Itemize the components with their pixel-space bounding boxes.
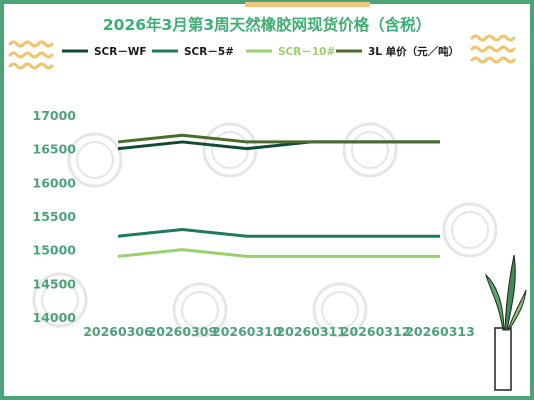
legend-label: SCR－WF [94, 46, 147, 58]
y-tick-label: 15500 [33, 209, 77, 224]
watermark-ring-3 [41, 281, 79, 319]
series-line-2 [117, 248, 440, 258]
legend-item-0: SCR－WF [62, 46, 147, 58]
legend-item-2: SCR－10# [246, 46, 335, 58]
watermark-mark-0 [67, 132, 123, 188]
watermark-ring-6 [451, 211, 489, 249]
plant-vase [494, 327, 512, 391]
wave-right-1 [470, 45, 516, 53]
y-tick-label: 14500 [33, 276, 77, 291]
plant-decoration-icon [485, 254, 527, 391]
top-accent-bar [245, 2, 370, 7]
y-tick-label: 16500 [33, 142, 77, 157]
series-line-3 [117, 133, 440, 144]
watermark-ring-2 [351, 131, 389, 169]
watermark-logo [32, 122, 498, 338]
wave-left-2 [8, 62, 54, 70]
watermark-mark-4 [172, 282, 228, 338]
watermark-mark-6 [442, 202, 498, 258]
y-tick-label: 16000 [33, 175, 77, 190]
decorative-waves [8, 34, 516, 70]
x-tick-label: 20260306 [83, 324, 153, 339]
wave-right-2 [470, 56, 516, 64]
series-line-1 [117, 227, 440, 238]
x-axis: 2026030620260309202603102026031120260312… [83, 324, 475, 339]
x-tick-label: 20260312 [341, 324, 411, 339]
plant-leaf-center [504, 254, 516, 331]
x-tick-label: 20260309 [148, 324, 218, 339]
x-tick-label: 20260313 [405, 324, 475, 339]
chart-title: 2026年3月第3周天然橡胶网现货价格（含税） [103, 15, 431, 34]
watermark-ring-0 [76, 141, 114, 179]
watermark-ring-4 [181, 291, 219, 329]
plant-leaf-left [485, 273, 505, 331]
legend-item-1: SCR－5# [152, 46, 234, 58]
watermark-mark-2 [342, 122, 398, 178]
watermark-mark-3 [32, 272, 88, 328]
watermark-ring-5 [321, 291, 359, 329]
series-layer [117, 133, 440, 258]
y-tick-label: 15000 [33, 243, 77, 258]
watermark-mark-1 [202, 122, 258, 178]
x-tick-label: 20260311 [276, 324, 346, 339]
plant-leaf-right [507, 289, 527, 331]
y-axis: 14000 14500 15000 15500 16000 16500 17000 [33, 108, 77, 325]
wave-left-0 [8, 40, 54, 48]
legend-item-3: 3L 单价（元／吨） [336, 45, 459, 58]
legend-label: SCR－5# [184, 46, 234, 58]
wave-left-1 [8, 51, 54, 59]
legend-label: 3L 单价（元／吨） [368, 45, 459, 58]
y-tick-label: 14000 [33, 310, 77, 325]
legend-label: SCR－10# [278, 46, 335, 58]
x-tick-label: 20260310 [212, 324, 282, 339]
y-tick-label: 17000 [33, 108, 77, 123]
watermark-mark-5 [312, 282, 368, 338]
legend: SCR－WF SCR－5# SCR－10# 3L 单价（元／吨） [62, 45, 459, 58]
wave-right-0 [470, 34, 516, 42]
